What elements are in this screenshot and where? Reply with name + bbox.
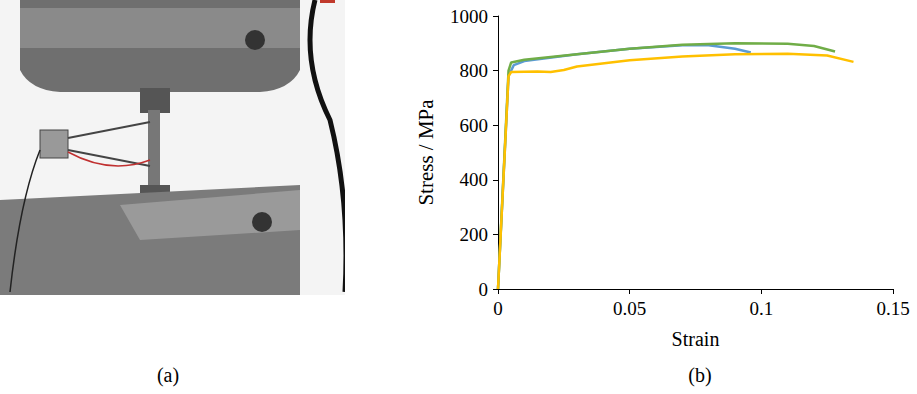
svg-text:200: 200 [460, 224, 489, 245]
svg-text:0.15: 0.15 [876, 298, 909, 319]
svg-text:0: 0 [493, 298, 503, 319]
svg-text:Stress / MPa: Stress / MPa [414, 99, 438, 206]
svg-text:0: 0 [479, 279, 489, 300]
svg-text:0.1: 0.1 [749, 298, 773, 319]
svg-text:Strain: Strain [672, 328, 720, 350]
svg-text:400: 400 [460, 169, 489, 190]
svg-text:1000: 1000 [450, 6, 488, 27]
svg-text:0.05: 0.05 [613, 298, 646, 319]
svg-text:800: 800 [460, 60, 489, 81]
svg-text:600: 600 [460, 115, 489, 136]
html-text:(a): (a) [156, 364, 180, 386]
html-text:(b): (b) [688, 364, 712, 386]
